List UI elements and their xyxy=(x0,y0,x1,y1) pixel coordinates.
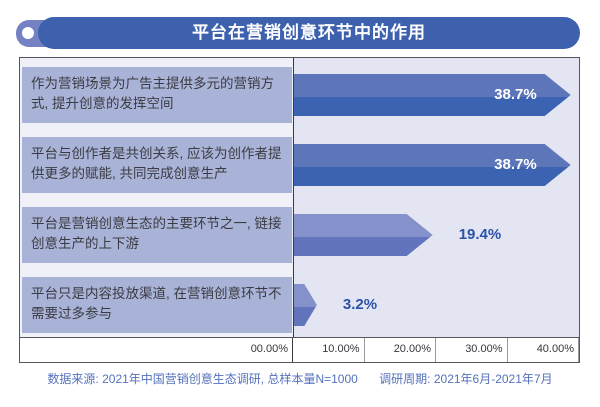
x-axis-tick-10.00%: 10.00% xyxy=(293,338,365,362)
survey-period: 调研周期: 2021年6月-2021年7月 xyxy=(379,372,553,386)
chart-frame: 作为营销场景为广告主提供多元的营销方式, 提升创意的发挥空间 平台与创作者是共创关… xyxy=(19,57,580,363)
source-note: 数据来源: 2021年中国营销创意生态调研, 总样本量N=1000 xyxy=(47,372,358,386)
value-label-3: 19.4% xyxy=(458,226,502,243)
category-label-1: 作为营销场景为广告主提供多元的营销方式, 提升创意的发挥空间 xyxy=(22,67,292,123)
x-axis-tick-00.00%: 00.00% xyxy=(20,338,293,362)
value-label-4: 3.2% xyxy=(342,296,378,313)
category-column: 作为营销场景为广告主提供多元的营销方式, 提升创意的发挥空间 平台与创作者是共创关… xyxy=(20,58,293,337)
value-label-2: 38.7% xyxy=(494,156,537,173)
title-dot-icon xyxy=(22,27,34,39)
footer-note: 数据来源: 2021年中国营销创意生态调研, 总样本量N=1000 调研周期: … xyxy=(0,370,600,387)
value-label-1: 38.7% xyxy=(494,86,537,103)
category-label-4: 平台只是内容投放渠道, 在营销创意环节不需要过多参与 xyxy=(22,277,292,333)
x-axis-tick-20.00%: 20.00% xyxy=(365,338,436,362)
x-axis-tick-30.00%: 30.00% xyxy=(436,338,508,362)
chart-title: 平台在营销创意环节中的作用 xyxy=(38,17,580,49)
x-axis-tick-40.00%: 40.00% xyxy=(508,338,579,362)
category-label-3: 平台是营销创意生态的主要环节之一, 链接创意生产的上下游 xyxy=(22,207,292,263)
x-axis: 00.00% 10.00% 20.00% 30.00% 40.00% xyxy=(20,337,579,362)
value-bar-1 xyxy=(294,74,571,116)
value-bar-2 xyxy=(294,144,571,186)
category-label-2: 平台与创作者是共创关系, 应该为创作者提供更多的赋能, 共同完成创意生产 xyxy=(22,137,292,193)
value-bar-3 xyxy=(294,214,433,256)
